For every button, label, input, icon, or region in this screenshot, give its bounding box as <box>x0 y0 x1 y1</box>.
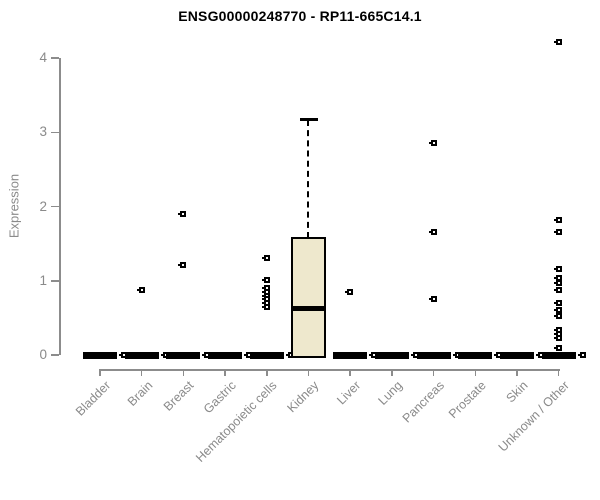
outlier-point <box>577 352 586 358</box>
x-axis-category-label: Hematopoietic cells <box>193 378 281 465</box>
outlier-point <box>553 216 562 223</box>
median-line <box>291 306 326 312</box>
collapsed-box-lung <box>374 351 409 359</box>
outlier-point <box>119 352 127 358</box>
collapsed-box-bladder <box>83 351 117 359</box>
outlier-point <box>553 344 562 351</box>
outlier-point <box>261 296 270 303</box>
outlier-point <box>428 295 437 302</box>
outlier-point <box>261 288 270 295</box>
outlier-point <box>160 352 169 358</box>
box-kidney <box>291 237 326 359</box>
x-axis-tick <box>432 369 435 376</box>
outlier-point <box>452 352 461 358</box>
x-axis-category-label: Skin <box>503 378 531 406</box>
outlier-point <box>428 228 437 235</box>
outlier-point <box>553 265 562 272</box>
outlier-point <box>553 326 562 333</box>
collapsed-box-liver <box>333 351 368 359</box>
x-axis-category-label: Brain <box>124 378 155 409</box>
collapsed-box-brain <box>124 351 159 359</box>
chart-title: ENSG00000248770 - RP11-665C14.1 <box>178 8 422 24</box>
outlier-point <box>285 352 294 358</box>
outlier-point <box>244 352 253 358</box>
outlier-point <box>553 313 562 320</box>
collapsed-box-skin <box>500 351 534 359</box>
outlier-point <box>178 210 187 217</box>
x-axis-category-label: Lung <box>375 378 406 408</box>
y-axis-tick <box>51 354 59 356</box>
x-axis-line <box>99 369 560 371</box>
outlier-point <box>261 277 270 283</box>
x-axis-tick <box>391 369 393 376</box>
x-axis-tick <box>349 369 351 376</box>
x-axis-tick <box>224 369 226 376</box>
outlier-point <box>553 331 562 338</box>
outlier-point <box>494 352 503 358</box>
outlier-point <box>202 352 211 358</box>
x-axis-tick <box>99 369 101 376</box>
x-axis-tick <box>516 369 518 376</box>
y-axis-tick-label: 4 <box>39 50 47 65</box>
outlier-point <box>136 286 145 293</box>
y-axis-tick-label: 3 <box>39 124 47 140</box>
y-axis-tick <box>51 205 59 208</box>
x-axis-category-label: Breast <box>161 378 197 414</box>
outlier-point <box>261 285 270 292</box>
x-axis-tick <box>474 369 477 376</box>
outlier-point <box>553 274 562 281</box>
outlier-point <box>553 334 562 341</box>
outlier-point <box>553 286 562 293</box>
x-axis-category-label: Pancreas <box>399 378 447 426</box>
x-axis-category-label: Liver <box>334 378 364 408</box>
x-axis-tick <box>266 369 268 376</box>
y-axis-tick-label: 0 <box>39 347 47 362</box>
x-axis-category-label: Kidney <box>284 378 322 416</box>
outlier-point <box>261 254 270 261</box>
outlier-point <box>261 300 270 307</box>
outlier-point <box>428 140 437 147</box>
outlier-point <box>553 39 562 46</box>
x-axis-tick <box>557 369 560 376</box>
x-axis-tick <box>307 369 310 376</box>
outlier-point <box>553 300 562 307</box>
collapsed-box-prostate <box>458 351 493 359</box>
collapsed-box-pancreas <box>416 351 451 359</box>
x-axis-tick <box>140 369 143 376</box>
y-axis-tick <box>51 280 59 282</box>
collapsed-box-breast <box>166 351 201 359</box>
y-axis-tick <box>51 131 59 133</box>
outlier-point <box>553 306 562 313</box>
whisker-cap <box>299 118 318 121</box>
y-axis-tick-label: 2 <box>39 198 47 214</box>
outlier-point <box>345 288 354 295</box>
collapsed-box-gastric <box>208 351 243 359</box>
collapsed-box-hematopoietic-cells <box>249 351 284 359</box>
outlier-point <box>553 279 562 286</box>
x-axis-tick <box>182 369 185 376</box>
y-axis-tick-label: 1 <box>39 272 47 288</box>
outlier-point <box>536 352 544 358</box>
x-axis-category-label: Bladder <box>72 378 114 419</box>
outlier-point <box>178 262 187 269</box>
outlier-point <box>369 352 378 358</box>
y-axis-tick <box>51 57 59 59</box>
outlier-point <box>410 352 419 358</box>
y-axis-line <box>59 58 61 355</box>
x-axis-category-label: Gastric <box>200 378 239 417</box>
outlier-point <box>553 228 562 235</box>
outlier-point <box>261 304 270 311</box>
outlier-point <box>261 292 270 299</box>
x-axis-category-label: Prostate <box>445 378 489 422</box>
collapsed-box-unknown-other <box>541 351 576 359</box>
whisker-line <box>307 119 310 238</box>
